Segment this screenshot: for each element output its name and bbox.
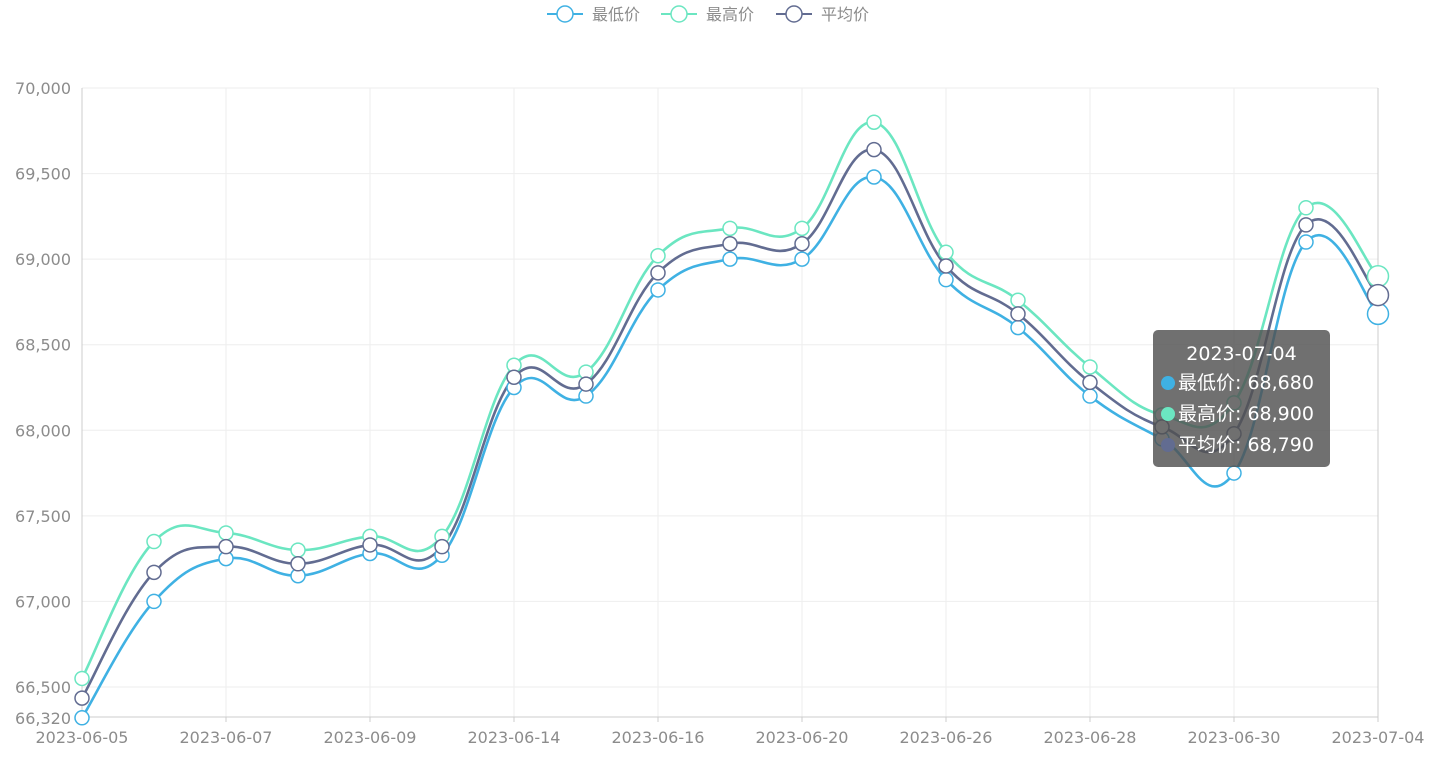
data-point[interactable] [938,271,954,288]
data-point[interactable] [650,265,666,281]
x-tick-label: 2023-06-20 [756,728,849,747]
data-point[interactable] [434,538,450,555]
data-point[interactable] [218,538,234,555]
data-point[interactable] [722,220,738,237]
tooltip-high-text: 最高价: 68,900 [1178,403,1314,425]
tooltip-row-avg: 平均价: 68,790 [1161,430,1322,461]
tooltip-title: 2023-07-04 [1186,343,1297,365]
legend-item-0[interactable]: 最低价 [547,5,640,24]
legend-item-1[interactable]: 最高价 [661,5,754,24]
data-point[interactable] [1226,465,1242,481]
data-point[interactable] [794,251,810,267]
tooltip-dot-high [1161,407,1175,421]
data-point[interactable] [938,258,954,274]
y-tick-label: 66,320 [15,709,71,728]
data-point[interactable] [866,169,882,185]
data-point[interactable] [794,235,810,252]
legend-item-2[interactable]: 平均价 [776,5,869,24]
tooltip-dot-low [1161,376,1175,390]
data-point[interactable] [1298,200,1314,216]
data-point[interactable] [146,564,162,581]
y-tick-label: 68,500 [15,336,71,355]
data-point[interactable] [1366,302,1390,326]
data-point[interactable] [74,690,90,706]
tooltip-avg-text: 平均价: 68,790 [1178,434,1314,456]
data-point[interactable] [1082,388,1098,404]
x-tick-label: 2023-06-07 [180,728,273,747]
data-point[interactable] [218,525,234,541]
y-tick-label: 68,000 [15,421,71,440]
legend-circle-icon [556,5,574,23]
legend-label: 最低价 [592,5,640,24]
data-point[interactable] [290,556,306,572]
tooltip: 2023-07-04 最低价: 68,680 最高价: 68,900 平均价: … [1153,330,1330,467]
legend[interactable]: 最低价 最高价 平均价 [547,5,869,24]
x-tick-label: 2023-07-04 [1332,728,1425,747]
data-point[interactable] [1082,374,1098,391]
data-point[interactable] [146,533,162,550]
data-point[interactable] [1298,234,1314,250]
legend-circle-icon [670,5,688,23]
axis-layer: 66,320 66,500 67,000 67,500 68,000 68,500 69,0… [15,79,1424,747]
data-point[interactable] [1010,306,1026,322]
data-point[interactable] [578,376,594,392]
tooltip-row-high: 最高价: 68,900 [1161,399,1322,430]
data-point[interactable] [1082,359,1098,375]
data-point[interactable] [74,670,90,687]
data-point[interactable] [1366,283,1390,307]
data-point[interactable] [722,251,738,267]
tooltip-low-text: 最低价: 68,680 [1178,372,1314,394]
y-tick-label: 67,000 [15,592,71,611]
x-tick-label: 2023-06-28 [1044,728,1137,747]
x-tick-label: 2023-06-30 [1188,728,1281,747]
y-tick-label: 70,000 [15,79,71,98]
legend-label: 最高价 [706,5,754,24]
x-tick-label: 2023-06-16 [612,728,705,747]
data-point[interactable] [506,369,522,385]
data-point[interactable] [650,247,666,264]
y-tick-label: 67,500 [15,507,71,526]
legend-label: 平均价 [821,5,869,24]
data-point[interactable] [1298,217,1314,233]
x-tick-label: 2023-06-09 [324,728,417,747]
data-point[interactable] [1366,265,1390,288]
legend-circle-icon [785,5,803,23]
x-tick-label: 2023-06-05 [36,728,129,747]
x-tick-label: 2023-06-26 [900,728,993,747]
y-tick-label: 69,500 [15,165,71,184]
series-line-0 [80,175,1379,719]
series-layer [74,114,1390,726]
data-point[interactable] [722,235,738,252]
y-tick-label: 69,000 [15,250,71,269]
data-point[interactable] [650,282,666,298]
data-point[interactable] [866,141,882,158]
tooltip-row-low: 最低价: 68,680 [1161,368,1322,399]
data-point[interactable] [362,537,378,553]
data-point[interactable] [938,244,954,261]
y-tick-label: 66,500 [15,678,71,697]
data-point[interactable] [866,114,882,130]
x-tick-label: 2023-06-14 [468,728,561,747]
data-point[interactable] [1010,292,1026,308]
data-point[interactable] [146,593,162,610]
data-point[interactable] [1010,319,1026,336]
data-point[interactable] [74,710,90,726]
data-point[interactable] [290,542,306,558]
tooltip-dot-avg [1161,438,1175,452]
data-point[interactable] [794,220,810,237]
